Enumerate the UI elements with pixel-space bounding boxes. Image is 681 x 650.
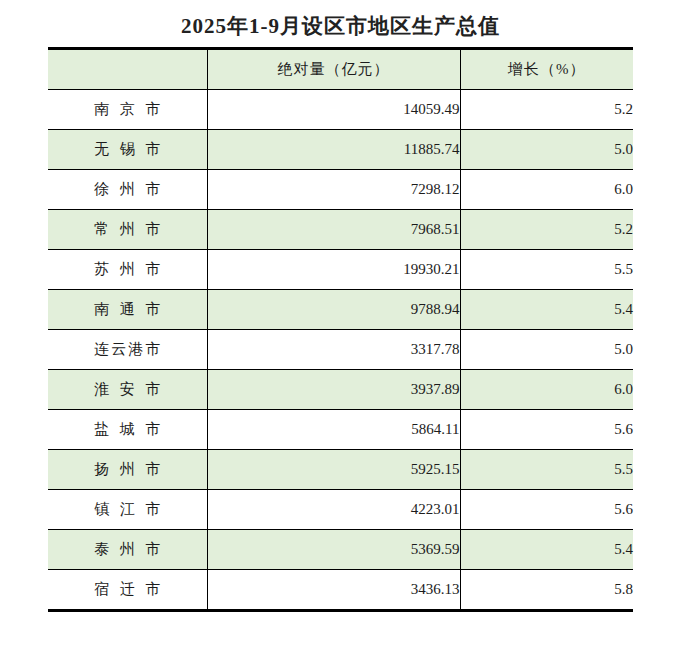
absolute-cell: 7298.12 <box>207 170 460 210</box>
growth-cell: 6.0 <box>460 170 633 210</box>
growth-cell: 6.0 <box>460 370 633 410</box>
absolute-cell: 3436.13 <box>207 570 460 611</box>
city-name: 徐州市 <box>94 180 160 199</box>
city-name: 淮安市 <box>94 380 160 399</box>
absolute-cell: 9788.94 <box>207 290 460 330</box>
city-name: 南京市 <box>94 100 160 119</box>
city-cell: 扬州市 <box>48 450 207 490</box>
city-cell: 镇江市 <box>48 490 207 530</box>
growth-cell: 5.6 <box>460 410 633 450</box>
city-cell: 连云港市 <box>48 330 207 370</box>
absolute-cell: 3937.89 <box>207 370 460 410</box>
page: 2025年1-9月设区市地区生产总值 绝对量（亿元） 增长（%） 南京市 140… <box>0 0 681 650</box>
city-name: 南通市 <box>94 300 160 319</box>
table-row: 盐城市 5864.11 5.6 <box>48 410 633 450</box>
table-row: 苏州市 19930.21 5.5 <box>48 250 633 290</box>
growth-cell: 5.4 <box>460 290 633 330</box>
header-growth: 增长（%） <box>460 49 633 90</box>
city-name: 镇江市 <box>94 500 160 519</box>
city-cell: 徐州市 <box>48 170 207 210</box>
header-city <box>48 49 207 90</box>
city-name: 连云港市 <box>94 340 160 359</box>
growth-cell: 5.5 <box>460 450 633 490</box>
city-name: 苏州市 <box>94 260 160 279</box>
city-cell: 盐城市 <box>48 410 207 450</box>
growth-cell: 5.5 <box>460 250 633 290</box>
city-name: 无锡市 <box>94 140 160 159</box>
table-row: 无锡市 11885.74 5.0 <box>48 130 633 170</box>
city-cell: 宿迁市 <box>48 570 207 611</box>
table-row: 泰州市 5369.59 5.4 <box>48 530 633 570</box>
absolute-cell: 3317.78 <box>207 330 460 370</box>
growth-cell: 5.2 <box>460 210 633 250</box>
table-row: 南通市 9788.94 5.4 <box>48 290 633 330</box>
city-name: 常州市 <box>94 220 160 239</box>
absolute-cell: 5925.15 <box>207 450 460 490</box>
city-cell: 苏州市 <box>48 250 207 290</box>
absolute-cell: 14059.49 <box>207 90 460 130</box>
table-row: 淮安市 3937.89 6.0 <box>48 370 633 410</box>
absolute-cell: 5369.59 <box>207 530 460 570</box>
growth-cell: 5.4 <box>460 530 633 570</box>
table-row: 宿迁市 3436.13 5.8 <box>48 570 633 611</box>
city-cell: 泰州市 <box>48 530 207 570</box>
city-name: 泰州市 <box>94 540 160 559</box>
table-row: 南京市 14059.49 5.2 <box>48 90 633 130</box>
table-row: 扬州市 5925.15 5.5 <box>48 450 633 490</box>
page-title: 2025年1-9月设区市地区生产总值 <box>0 12 681 40</box>
city-cell: 淮安市 <box>48 370 207 410</box>
city-cell: 常州市 <box>48 210 207 250</box>
table-row: 连云港市 3317.78 5.0 <box>48 330 633 370</box>
city-cell: 无锡市 <box>48 130 207 170</box>
city-cell: 南通市 <box>48 290 207 330</box>
absolute-cell: 19930.21 <box>207 250 460 290</box>
city-cell: 南京市 <box>48 90 207 130</box>
absolute-cell: 5864.11 <box>207 410 460 450</box>
growth-cell: 5.2 <box>460 90 633 130</box>
absolute-cell: 11885.74 <box>207 130 460 170</box>
absolute-cell: 4223.01 <box>207 490 460 530</box>
table-row: 徐州市 7298.12 6.0 <box>48 170 633 210</box>
table-header-row: 绝对量（亿元） 增长（%） <box>48 49 633 90</box>
growth-cell: 5.8 <box>460 570 633 611</box>
city-name: 盐城市 <box>94 420 160 439</box>
growth-cell: 5.6 <box>460 490 633 530</box>
city-name: 宿迁市 <box>94 580 160 599</box>
absolute-cell: 7968.51 <box>207 210 460 250</box>
header-absolute: 绝对量（亿元） <box>207 49 460 90</box>
gdp-table: 绝对量（亿元） 增长（%） 南京市 14059.49 5.2 无锡市 11885… <box>48 47 633 612</box>
city-name: 扬州市 <box>94 460 160 479</box>
table-row: 常州市 7968.51 5.2 <box>48 210 633 250</box>
table-row: 镇江市 4223.01 5.6 <box>48 490 633 530</box>
growth-cell: 5.0 <box>460 130 633 170</box>
growth-cell: 5.0 <box>460 330 633 370</box>
